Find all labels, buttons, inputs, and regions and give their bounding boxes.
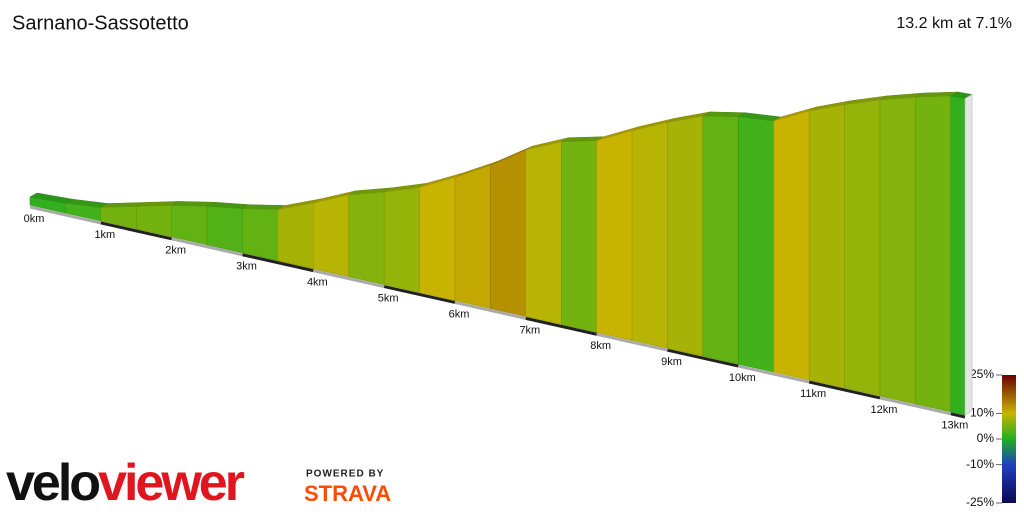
segment [454,164,491,309]
segment [773,110,810,381]
segment [631,122,668,349]
x-tick-label: 10km [729,372,756,384]
chart-title: Sarnano-Sassotetto [12,12,189,34]
scale-tick-label: 10% [970,406,994,420]
scale-tick-label: 0% [977,431,995,445]
x-tick-label: 3km [236,261,257,273]
powered-by: POWERED BY [306,469,384,480]
segment [844,99,881,397]
km-bar [667,348,739,368]
x-tick-label: 13km [941,420,968,432]
km-bar [313,269,385,289]
km-bar [29,205,102,225]
segment [915,95,952,413]
logo-viewer: viewer [98,454,245,512]
x-tick-label: 4km [307,277,328,289]
km-bar [454,300,527,320]
segment [242,208,279,262]
scale-tick-label: -25% [966,495,994,509]
scale-tick-label: -10% [966,457,994,471]
strava-logo: STRAVA [304,481,391,506]
segment [490,149,527,317]
end-face [964,93,973,416]
color-scale [1002,375,1016,503]
x-tick-label: 1km [94,229,115,241]
brand-logo: veloviewer [6,454,245,512]
segment [808,104,845,389]
segment [667,115,704,357]
km-bar [738,364,810,384]
x-tick-label: 2km [165,245,186,257]
km-bar [879,396,952,416]
x-tick-label: 7km [519,324,540,336]
segment [702,115,739,365]
km-bar [171,237,243,257]
km-bar [383,285,456,304]
x-tick-label: 5km [378,292,399,304]
x-tick-label: 9km [661,356,682,368]
x-tick-label: 0km [24,213,45,225]
segment [525,141,562,325]
km-bar [808,380,881,400]
segment [737,116,775,373]
segment [419,176,456,301]
segment [277,202,314,269]
km-bar [950,412,966,419]
chart-subtitle: 13.2 km at 7.1% [896,15,1012,32]
km-bar [242,253,314,273]
segment [206,205,243,254]
x-tick-label: 8km [590,340,611,352]
segment [383,186,420,293]
segment [348,191,385,285]
x-tick-label: 12km [871,404,898,416]
segment [596,130,633,341]
km-bar [596,332,668,352]
segment [879,96,916,405]
x-tick-label: 6km [449,308,470,320]
km-bar [525,316,597,336]
segment [560,140,598,333]
x-tick-label: 11km [800,388,826,400]
logo-velo: velo [6,454,99,512]
segment [950,95,966,416]
scale-tick-label: 25% [970,367,994,381]
segment [312,194,350,277]
km-bar [100,221,172,241]
